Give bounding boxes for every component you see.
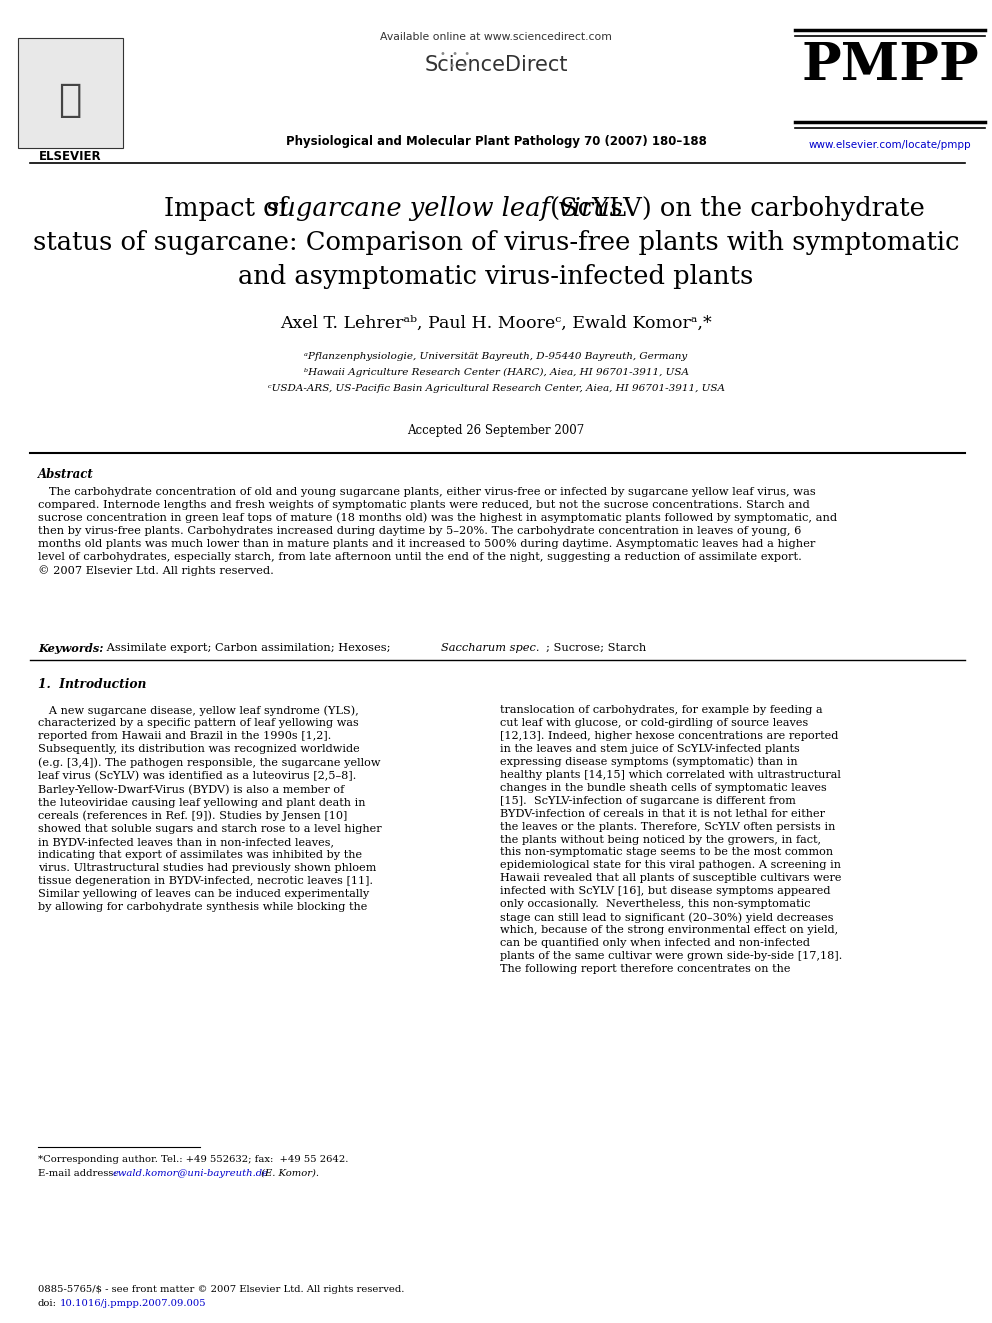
Text: and asymptomatic virus-infected plants: and asymptomatic virus-infected plants [238,265,754,288]
Text: www.elsevier.com/locate/pmpp: www.elsevier.com/locate/pmpp [808,140,971,149]
Text: A new sugarcane disease, yellow leaf syndrome (YLS),
characterized by a specific: A new sugarcane disease, yellow leaf syn… [38,705,382,912]
Text: Assimilate export; Carbon assimilation; Hexoses;: Assimilate export; Carbon assimilation; … [103,643,394,654]
Text: E-mail address:: E-mail address: [38,1170,120,1177]
Text: •  •  •
  •  •: • • • • • [439,49,470,70]
Text: ewald.komor@uni-bayreuth.de: ewald.komor@uni-bayreuth.de [113,1170,269,1177]
Text: ScienceDirect: ScienceDirect [425,56,567,75]
Text: ; Sucrose; Starch: ; Sucrose; Starch [546,643,646,654]
Text: Available online at www.sciencedirect.com: Available online at www.sciencedirect.co… [380,32,612,42]
Text: Physiological and Molecular Plant Pathology 70 (2007) 180–188: Physiological and Molecular Plant Pathol… [286,135,706,148]
Text: 0885-5765/$ - see front matter © 2007 Elsevier Ltd. All rights reserved.: 0885-5765/$ - see front matter © 2007 El… [38,1285,405,1294]
Text: ❧: ❧ [59,82,81,119]
Text: Abstract: Abstract [38,468,94,482]
Text: 1.  Introduction: 1. Introduction [38,677,147,691]
Text: ᶜUSDA-ARS, US-Pacific Basin Agricultural Research Center, Aiea, HI 96701-3911, U: ᶜUSDA-ARS, US-Pacific Basin Agricultural… [268,384,724,393]
Text: Impact of: Impact of [165,196,297,221]
Text: translocation of carbohydrates, for example by feeding a
cut leaf with glucose, : translocation of carbohydrates, for exam… [500,705,842,974]
Text: ᵃPflanzenphysiologie, Universität Bayreuth, D-95440 Bayreuth, Germany: ᵃPflanzenphysiologie, Universität Bayreu… [305,352,687,361]
Bar [18,38,123,148]
Text: ELSEVIER: ELSEVIER [39,149,101,163]
Text: *Corresponding author. Tel.: +49 552632; fax:  +49 55 2642.: *Corresponding author. Tel.: +49 552632;… [38,1155,348,1164]
Text: (ScYLV) on the carbohydrate: (ScYLV) on the carbohydrate [542,196,925,221]
Text: ᵇHawaii Agriculture Research Center (HARC), Aiea, HI 96701-3911, USA: ᵇHawaii Agriculture Research Center (HAR… [304,368,688,377]
Text: doi:: doi: [38,1299,57,1308]
Text: status of sugarcane: Comparison of virus-free plants with symptomatic: status of sugarcane: Comparison of virus… [33,230,959,255]
Text: Axel T. Lehrerᵃᵇ, Paul H. Mooreᶜ, Ewald Komorᵃ,*: Axel T. Lehrerᵃᵇ, Paul H. Mooreᶜ, Ewald … [280,315,712,332]
Text: (E. Komor).: (E. Komor). [258,1170,319,1177]
Text: Accepted 26 September 2007: Accepted 26 September 2007 [408,423,584,437]
Text: PMPP: PMPP [802,40,979,91]
Text: 10.1016/j.pmpp.2007.09.005: 10.1016/j.pmpp.2007.09.005 [60,1299,206,1308]
Text: sugarcane yellow leaf virus: sugarcane yellow leaf virus [267,196,624,221]
Text: Saccharum spec.: Saccharum spec. [441,643,540,654]
Text: Keywords:: Keywords: [38,643,103,654]
Text: The carbohydrate concentration of old and young sugarcane plants, either virus-f: The carbohydrate concentration of old an… [38,487,837,576]
